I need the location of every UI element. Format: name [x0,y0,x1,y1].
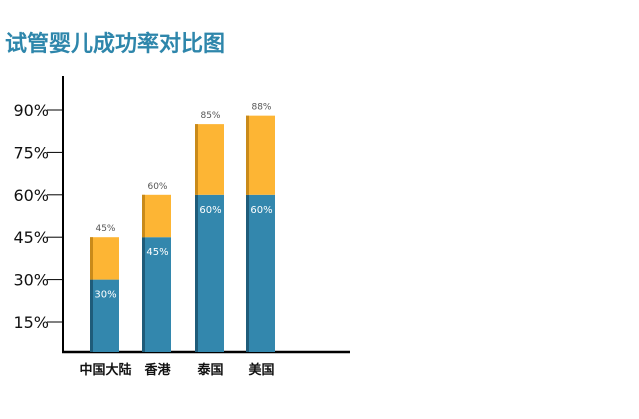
bar-top-value-label: 85% [200,111,220,121]
bar-base-edge [142,237,145,352]
y-tick-label: 30% [13,271,49,290]
bar-base-edge [195,194,198,352]
bar-inner-value-label: 60% [199,205,221,216]
y-tick-label: 90% [13,101,49,120]
y-tick-label: 60% [13,186,49,205]
bar-top-segment [90,237,119,280]
bar-top-value-label: 45% [95,224,115,234]
bar-base-segment [195,194,224,352]
chart-title: 试管婴儿成功率对比图 [5,32,226,57]
bar-inner-value-label: 30% [94,290,116,301]
bar-top-value-label: 88% [251,103,271,113]
bar-top-edge [142,194,145,238]
bar-base-segment [90,279,119,352]
bar-base-segment [246,194,275,352]
bar-inner-value-label: 45% [146,247,168,258]
bar-inner-value-label: 60% [250,205,272,216]
y-tick-label: 15% [13,313,49,332]
bar-top-edge [195,124,198,195]
x-category-label: 美国 [248,362,274,378]
x-category-label: 香港 [143,362,171,378]
x-category-label: 中国大陆 [79,362,131,378]
bar-top-segment [195,124,224,195]
bar-top-segment [246,115,275,195]
bar-top-edge [246,115,249,195]
y-tick-label: 45% [13,228,49,247]
y-tick-label: 75% [13,143,49,162]
bar-top-edge [90,237,93,280]
bar-base-segment [142,237,171,352]
x-category-label: 泰国 [196,362,223,378]
bar-base-edge [246,194,249,352]
bar-base-edge [90,279,93,352]
bar-top-value-label: 60% [147,182,167,192]
bar-top-segment [142,194,171,238]
